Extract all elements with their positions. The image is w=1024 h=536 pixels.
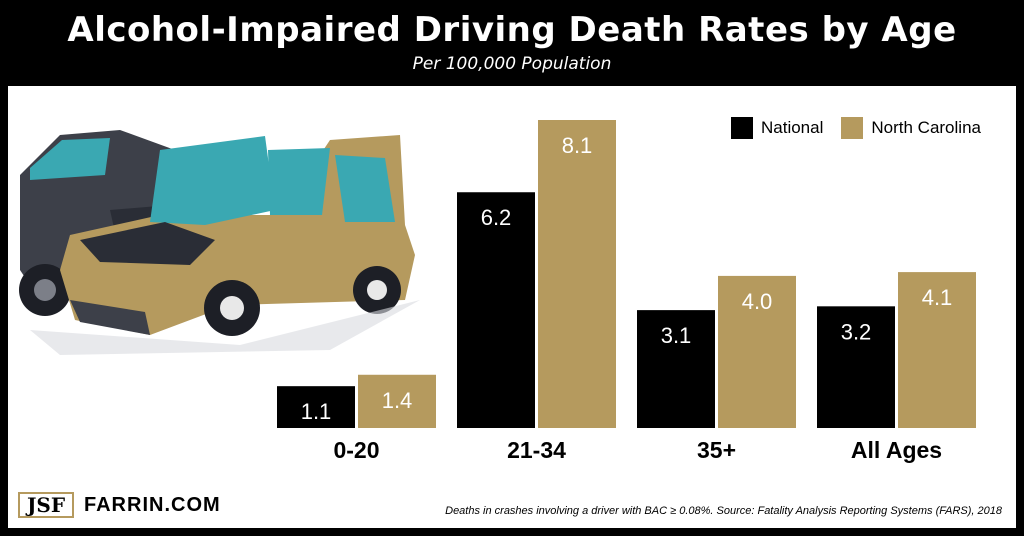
value-label-north-carolina-3: 4.1 xyxy=(922,285,953,310)
crashed-cars-illustration xyxy=(19,130,420,355)
value-label-national-3: 3.2 xyxy=(841,319,872,344)
x-tick-label-0: 0-20 xyxy=(333,437,379,463)
chart-subtitle: Per 100,000 Population xyxy=(412,54,612,74)
x-tick-label-1: 21-34 xyxy=(507,437,566,463)
bar-national-2 xyxy=(637,310,715,428)
value-label-north-carolina-2: 4.0 xyxy=(742,289,773,314)
header: Alcohol-Impaired Driving Death Rates by … xyxy=(0,0,1024,86)
site-name: FARRIN.COM xyxy=(84,493,221,516)
value-label-national-0: 1.1 xyxy=(301,399,332,424)
legend: National North Carolina xyxy=(731,117,993,139)
x-tick-label-2: 35+ xyxy=(697,437,736,463)
legend-swatch-national xyxy=(731,117,753,139)
bar-north-carolina-3 xyxy=(898,272,976,428)
value-label-national-1: 6.2 xyxy=(481,205,512,230)
legend-label-north-carolina: North Carolina xyxy=(871,118,981,137)
bar-north-carolina-0 xyxy=(358,374,436,428)
value-labels: 1.1 1.4 6.2 8.1 3.1 4.0 3.2 4.1 xyxy=(301,133,953,424)
legend-item-national: National xyxy=(731,117,823,139)
value-label-national-2: 3.1 xyxy=(661,323,692,348)
chart-title: Alcohol-Impaired Driving Death Rates by … xyxy=(67,10,957,50)
legend-item-north-carolina: North Carolina xyxy=(841,117,981,139)
bars xyxy=(277,120,976,428)
bar-national-3 xyxy=(817,306,895,428)
x-axis-ticks: 0-20 21-34 35+ All Ages xyxy=(333,437,942,463)
logo-mark: JSF xyxy=(18,492,74,518)
x-tick-label-3: All Ages xyxy=(851,437,942,463)
bar-north-carolina-2 xyxy=(718,275,796,428)
bar-national-0 xyxy=(277,386,355,428)
bar-national-1 xyxy=(457,192,535,428)
legend-swatch-north-carolina xyxy=(841,117,864,139)
source-footnote: Deaths in crashes involving a driver wit… xyxy=(445,505,1002,517)
brand-logo: JSF FARRIN.COM xyxy=(18,492,221,518)
value-label-north-carolina-1: 8.1 xyxy=(562,133,593,158)
legend-label-national: National xyxy=(761,118,824,137)
bar-north-carolina-1 xyxy=(538,120,616,428)
value-label-north-carolina-0: 1.4 xyxy=(382,388,413,413)
